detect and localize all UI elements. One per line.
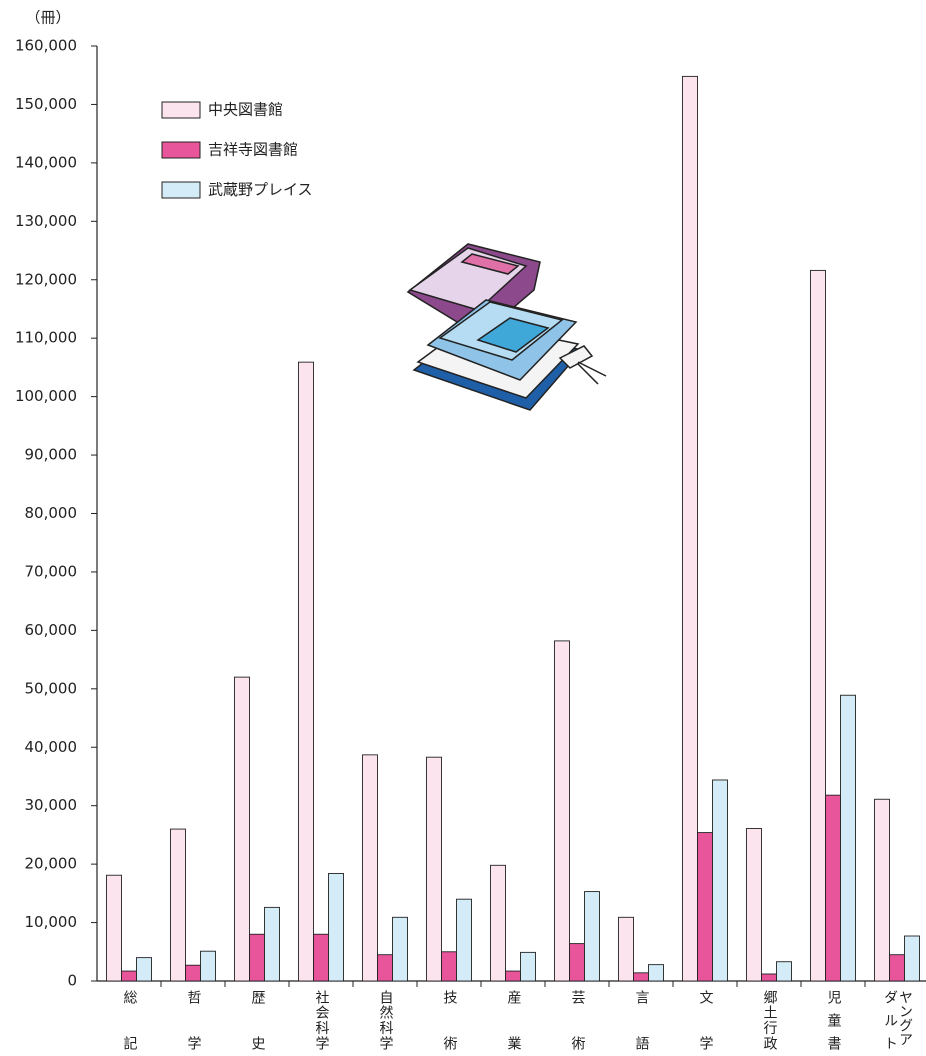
bar xyxy=(392,916,408,982)
x-tick-label: 芸術 xyxy=(569,990,586,1050)
bar xyxy=(136,957,152,982)
bar xyxy=(441,951,457,982)
bar xyxy=(712,779,728,982)
y-tick-label: 40,000 xyxy=(25,738,78,756)
legend-label: 吉祥寺図書館 xyxy=(208,141,298,159)
bar xyxy=(840,694,856,982)
bar xyxy=(810,269,826,982)
x-tick-label: 社会科学 xyxy=(313,990,330,1050)
y-tick-label: 150,000 xyxy=(15,95,77,113)
bar xyxy=(633,972,649,982)
y-tick-label: 90,000 xyxy=(25,446,78,464)
bar xyxy=(362,754,378,982)
legend-swatch xyxy=(161,181,201,199)
bar xyxy=(569,943,585,982)
bar xyxy=(746,828,762,982)
bar xyxy=(490,864,506,982)
y-tick-label: 50,000 xyxy=(25,679,78,697)
bar xyxy=(761,973,777,982)
bar xyxy=(185,964,201,982)
y-tick-label: 120,000 xyxy=(15,270,77,288)
bar xyxy=(904,935,920,982)
bar xyxy=(249,933,265,982)
bar xyxy=(106,874,122,982)
bar xyxy=(648,964,664,982)
bar xyxy=(554,640,570,982)
bar xyxy=(682,75,698,982)
x-tick-label: 言語 xyxy=(633,990,650,1050)
x-tick-label: ヤングアダルト xyxy=(882,990,913,1050)
y-tick-label: 110,000 xyxy=(15,329,77,347)
y-tick-label: 70,000 xyxy=(25,562,78,580)
x-tick-label: 郷土行政 xyxy=(761,990,778,1050)
x-tick-label: 歴史 xyxy=(249,990,266,1050)
book-illustration xyxy=(406,243,607,411)
bar xyxy=(889,954,905,982)
bar xyxy=(776,961,792,982)
bar xyxy=(377,954,393,982)
bar xyxy=(121,970,137,982)
x-tick-label: 文学 xyxy=(697,990,714,1050)
bar xyxy=(505,970,521,982)
y-tick-label: 160,000 xyxy=(15,37,77,55)
y-tick-label: 140,000 xyxy=(15,153,77,171)
y-tick-label: 80,000 xyxy=(25,504,78,522)
y-axis-unit: （冊） xyxy=(25,9,70,27)
legend-swatch xyxy=(161,101,201,119)
x-tick-label: 総記 xyxy=(121,990,138,1050)
bar xyxy=(200,950,216,982)
y-tick-label: 130,000 xyxy=(15,212,77,230)
y-tick-label: 30,000 xyxy=(25,796,78,814)
legend-label: 武蔵野プレイス xyxy=(208,181,313,199)
bar xyxy=(697,832,713,982)
y-tick-label: 100,000 xyxy=(15,387,77,405)
x-tick-label: 哲学 xyxy=(185,990,202,1050)
bar xyxy=(313,933,329,982)
bar xyxy=(520,951,536,982)
legend-label: 中央図書館 xyxy=(208,101,283,119)
y-tick-label: 20,000 xyxy=(25,855,78,873)
bar xyxy=(456,898,472,982)
bar xyxy=(874,798,890,982)
bar xyxy=(426,756,442,982)
bar xyxy=(618,916,634,982)
bar xyxy=(264,906,280,982)
bar xyxy=(825,794,841,982)
bar xyxy=(328,873,344,982)
y-tick-label: 0 xyxy=(67,972,77,990)
x-tick-label: 自然科学 xyxy=(377,990,394,1050)
x-tick-label: 技術 xyxy=(441,990,458,1050)
bar xyxy=(170,828,186,982)
bar xyxy=(234,676,250,982)
bar xyxy=(584,891,600,982)
legend-swatch xyxy=(161,141,201,159)
x-tick-label: 児童書 xyxy=(825,990,842,1050)
x-tick-label: 産業 xyxy=(505,990,522,1050)
y-tick-label: 10,000 xyxy=(25,913,78,931)
bar xyxy=(298,361,314,982)
y-tick-label: 60,000 xyxy=(25,621,78,639)
